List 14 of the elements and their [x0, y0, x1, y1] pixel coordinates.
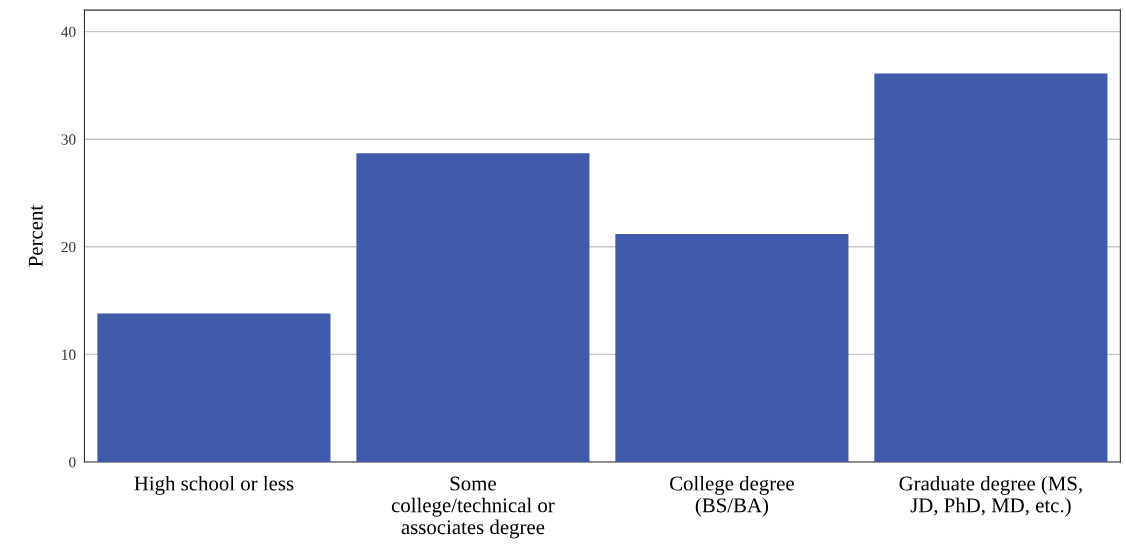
y-tick-label: 20	[61, 241, 76, 253]
x-tick-label: High school or less	[134, 475, 294, 495]
y-tick-label: 40	[61, 26, 76, 38]
x-tick-label: Some college/technical or associates degree	[391, 476, 555, 539]
bar	[874, 73, 1108, 462]
y-tick-label: 0	[69, 457, 76, 468]
bar	[356, 153, 590, 462]
bar	[97, 313, 331, 462]
y-tick-label: 10	[62, 349, 76, 360]
y-axis-title: Percent	[28, 204, 43, 267]
bar	[615, 233, 849, 462]
x-tick-label: Graduate degree (MS, JD, PhD, MD, etc.)	[899, 475, 1082, 517]
x-tick-label: College degree (BS/BA)	[669, 475, 794, 517]
y-tick-label: 30	[61, 134, 76, 145]
